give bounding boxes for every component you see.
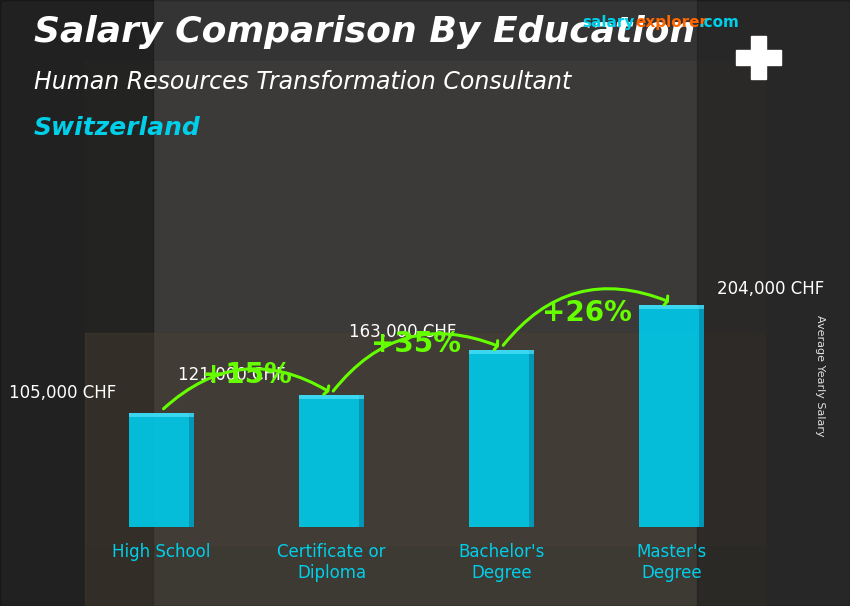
Bar <box>0 0 153 606</box>
Text: 204,000 CHF: 204,000 CHF <box>717 281 824 298</box>
Text: 121,000 CHF: 121,000 CHF <box>178 366 286 384</box>
Bar <box>639 305 704 527</box>
Bar <box>469 350 534 527</box>
Text: Bachelor's
Degree: Bachelor's Degree <box>458 543 545 582</box>
Bar <box>129 413 194 417</box>
Bar <box>299 396 364 527</box>
Text: Certificate or
Diploma: Certificate or Diploma <box>277 543 386 582</box>
Bar <box>639 305 704 309</box>
Bar <box>699 305 704 527</box>
Bar <box>469 350 534 354</box>
Text: High School: High School <box>112 543 211 561</box>
Bar <box>85 61 765 545</box>
Bar <box>359 396 364 527</box>
Text: Human Resources Transformation Consultant: Human Resources Transformation Consultan… <box>34 70 571 94</box>
Bar <box>736 50 781 65</box>
Bar <box>189 413 194 527</box>
Text: Switzerland: Switzerland <box>34 116 201 141</box>
Bar <box>751 36 766 79</box>
Bar <box>299 396 364 399</box>
Text: +26%: +26% <box>541 299 632 327</box>
Bar <box>129 413 194 527</box>
Text: salary: salary <box>582 15 635 30</box>
Text: 163,000 CHF: 163,000 CHF <box>348 323 456 341</box>
Text: Master's
Degree: Master's Degree <box>637 543 706 582</box>
Text: +15%: +15% <box>201 361 292 390</box>
Bar <box>85 333 765 606</box>
Text: +35%: +35% <box>371 330 462 358</box>
Text: Average Yearly Salary: Average Yearly Salary <box>815 315 825 436</box>
Text: .com: .com <box>699 15 740 30</box>
Bar <box>529 350 534 527</box>
Bar <box>697 0 850 606</box>
Text: Salary Comparison By Education: Salary Comparison By Education <box>34 15 695 49</box>
Text: 105,000 CHF: 105,000 CHF <box>8 384 116 402</box>
Text: explorer: explorer <box>636 15 708 30</box>
